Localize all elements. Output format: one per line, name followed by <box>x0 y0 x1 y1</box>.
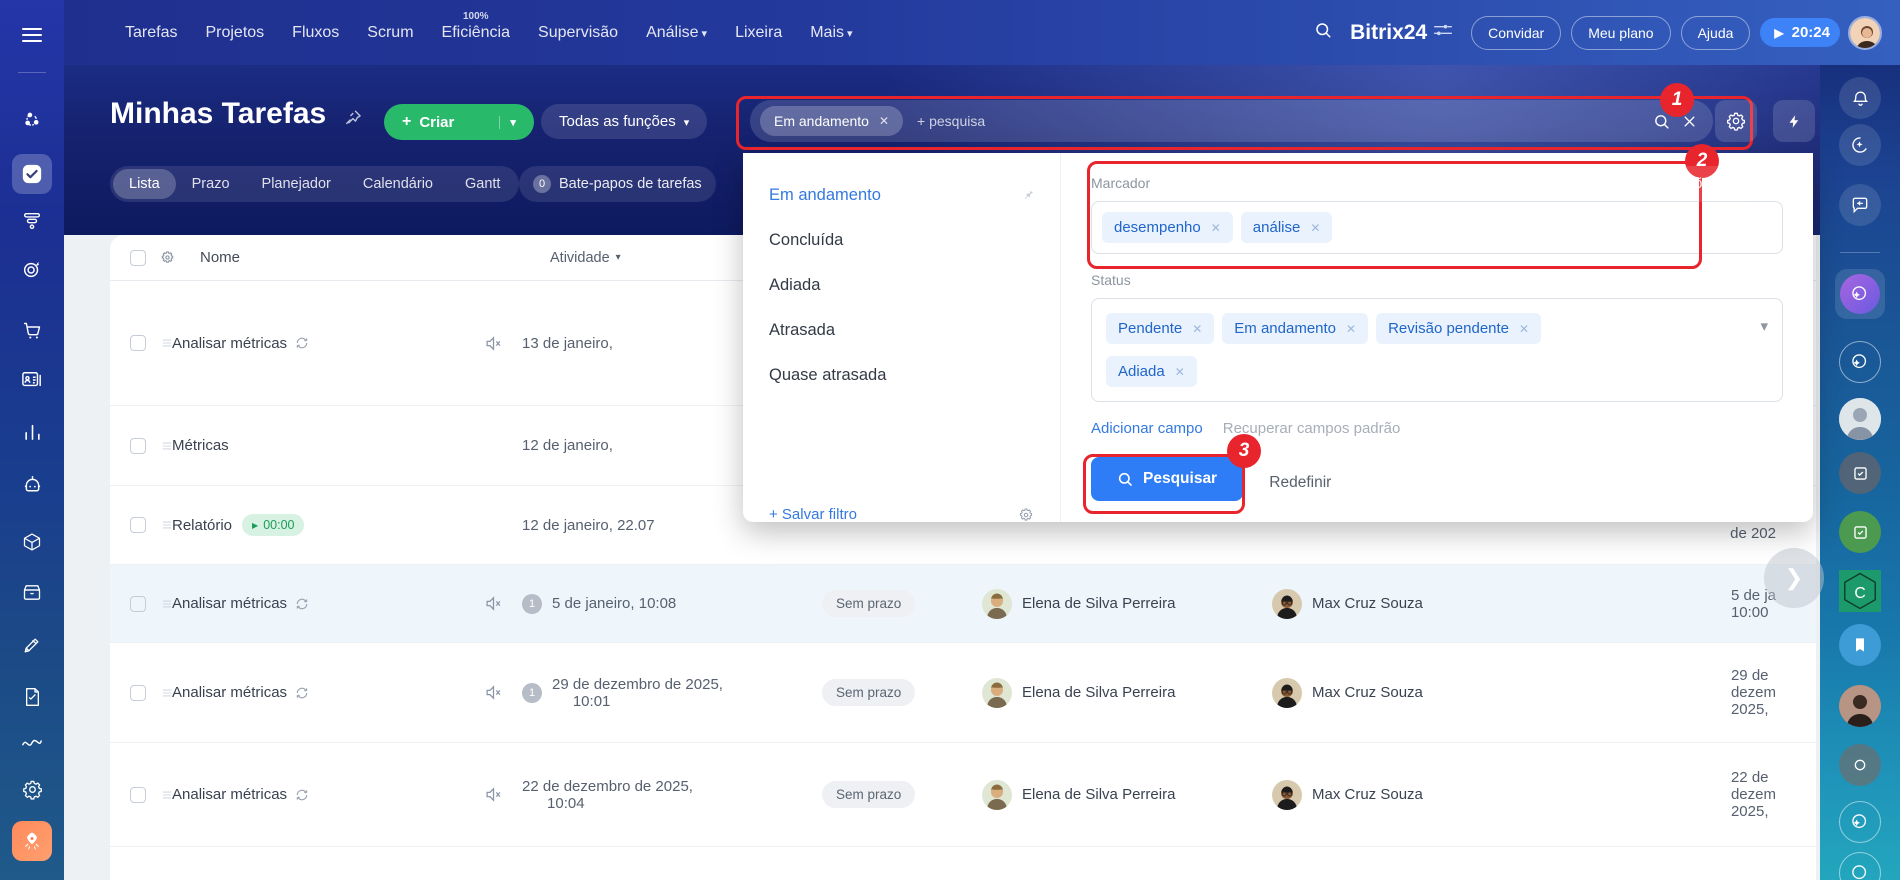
svg-text:C: C <box>1854 585 1865 602</box>
